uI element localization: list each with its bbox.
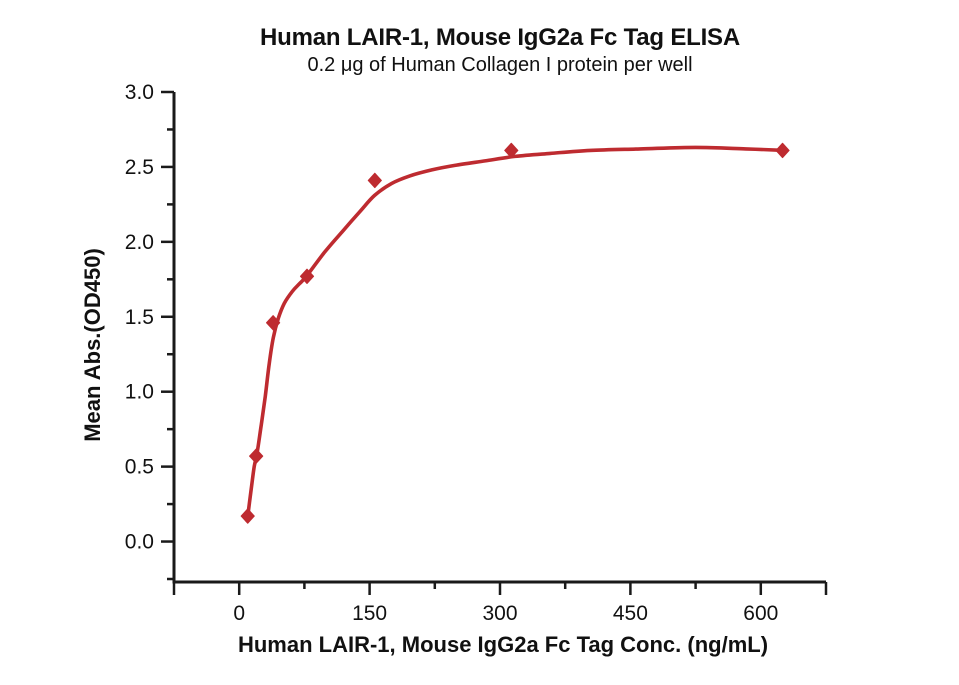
y-tick-label: 0.5	[125, 456, 154, 479]
x-tick-label: 450	[613, 602, 648, 625]
data-point-marker	[504, 142, 519, 159]
data-point-marker	[249, 448, 264, 464]
y-tick-label: 0.0	[125, 531, 154, 554]
x-tick-label: 600	[743, 602, 778, 625]
data-point-marker	[299, 268, 315, 285]
data-point-marker	[240, 508, 255, 524]
fit-curve	[245, 145, 787, 523]
data-point-marker	[367, 172, 382, 189]
x-axis-label: Human LAIR-1, Mouse IgG2a Fc Tag Conc. (…	[237, 632, 769, 657]
data-point-marker	[775, 142, 790, 159]
x-tick-label: 300	[482, 602, 517, 625]
y-tick-label: 2.0	[125, 231, 154, 254]
data-point-marker	[266, 315, 281, 331]
chart-subtitle: 0.2 μg of Human Collagen I protein per w…	[307, 54, 693, 76]
y-tick-label: 2.5	[125, 156, 154, 179]
y-tick-label: 1.5	[125, 306, 154, 329]
x-tick-label: 150	[352, 602, 387, 625]
y-tick-label: 1.0	[125, 381, 154, 404]
x-tick-label: 0	[233, 602, 245, 625]
y-tick-label: 3.0	[125, 81, 154, 104]
chart-title: Human LAIR-1, Mouse IgG2a Fc Tag ELISA	[259, 24, 741, 51]
